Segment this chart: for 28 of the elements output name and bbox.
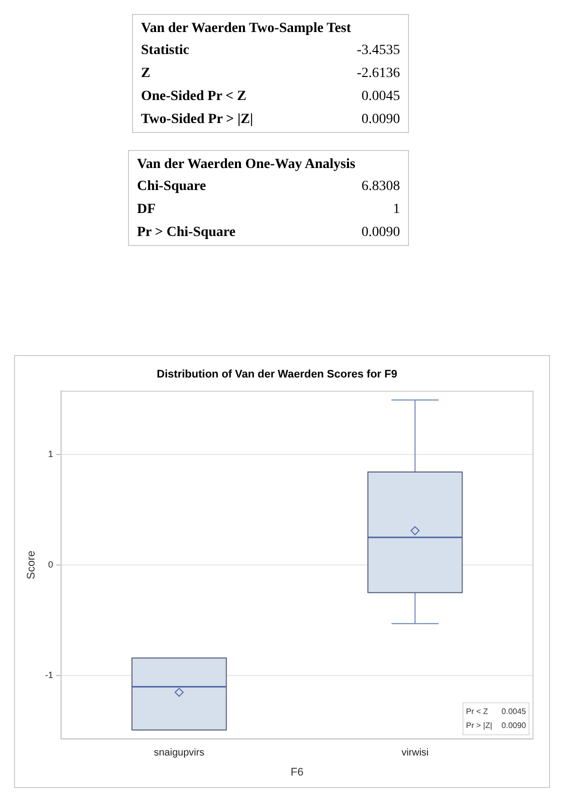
text: Van der Waerden One-Way Analysis	[137, 157, 356, 173]
y-tick-label: 1	[48, 448, 54, 459]
x-axis-title: F6	[290, 766, 304, 778]
text: Statistic	[141, 43, 190, 59]
annotation: 0.0090	[502, 721, 527, 730]
text: Chi-Square	[137, 179, 207, 195]
text: -2.6136	[356, 66, 400, 82]
text: Z	[141, 66, 152, 82]
text: DF	[137, 202, 157, 218]
text: 6.8308	[362, 179, 400, 195]
chart-title: Distribution of Van der Waerden Scores for F9	[156, 368, 398, 381]
text: 0.0090	[360, 112, 400, 128]
text: One-Sided Pr < Z	[141, 89, 248, 105]
x-tick-label: snaigupvirs	[154, 748, 204, 759]
y-tick-label: 0	[48, 559, 54, 570]
text: Two-Sided Pr > |Z|	[141, 112, 254, 128]
text: 1	[392, 202, 400, 218]
annotation: 0.0045	[502, 707, 527, 716]
text: 0.0045	[360, 89, 400, 105]
annotation: Pr > |Z|	[466, 721, 492, 730]
y-axis-title: Score	[26, 550, 38, 580]
x-tick-label: virwisi	[401, 748, 429, 759]
text: 0.0090	[362, 225, 400, 241]
annotation: Pr < Z	[466, 707, 488, 716]
text: -3.4535	[356, 43, 400, 59]
text: Pr > Chi-Square	[137, 225, 236, 241]
y-tick-label: -1	[45, 670, 54, 680]
text: Van der Waerden Two-Sample Test	[141, 21, 352, 37]
